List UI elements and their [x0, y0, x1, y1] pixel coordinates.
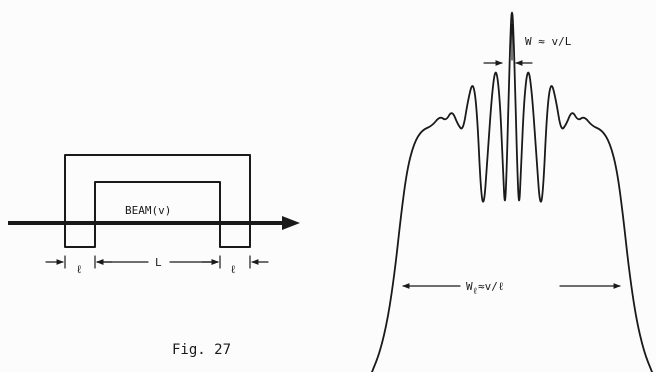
narrow-width-label: W ≈ v/L: [525, 35, 572, 48]
gap-length-label: L: [155, 256, 162, 269]
cavity-apparatus: BEAM(v) ℓ L ℓ: [8, 154, 300, 276]
outer-waveguide: [64, 154, 251, 248]
beam-label: BEAM(v): [125, 204, 171, 217]
broad-width-label: Wℓ≈v/ℓ: [466, 280, 505, 297]
figure-caption: Fig. 27: [172, 342, 231, 358]
ramsey-resonance-curve: W ≈ v/L Wℓ≈v/ℓ: [371, 11, 653, 372]
end-length-label-left: ℓ: [76, 263, 83, 276]
beam-arrowhead: [282, 216, 300, 230]
dimension-markers: [45, 255, 269, 269]
resonance-curve-line: [371, 11, 653, 372]
end-length-label-right: ℓ: [230, 263, 237, 276]
